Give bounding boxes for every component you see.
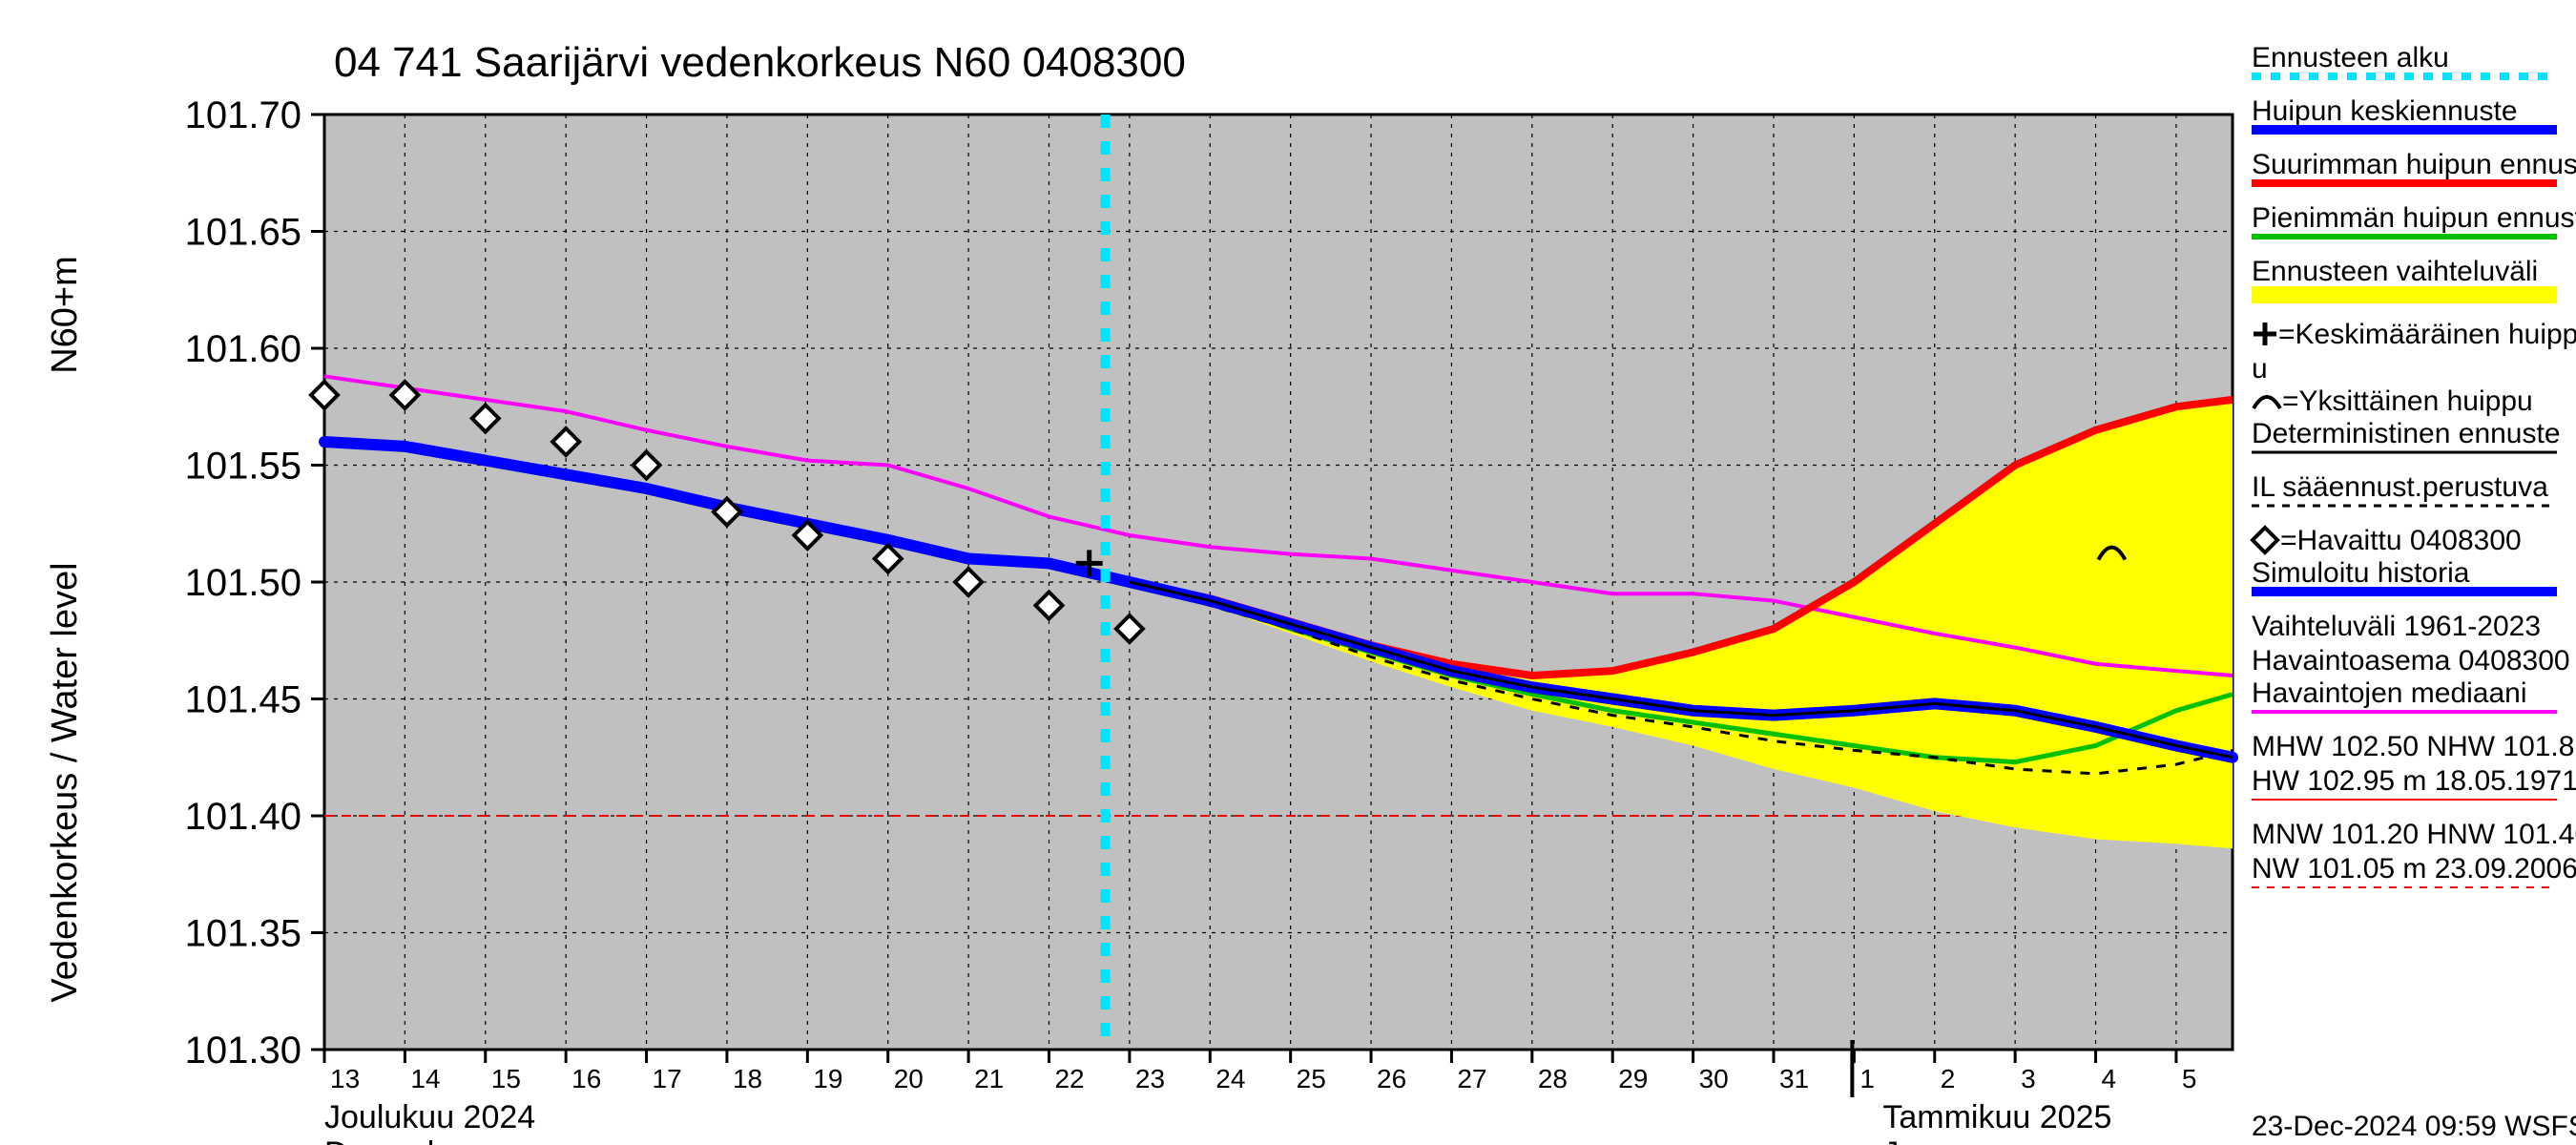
legend-swatch <box>2252 286 2557 303</box>
legend-label: Ennusteen vaihteluväli <box>2252 256 2538 287</box>
legend-label: Suurimman huipun ennuste <box>2252 149 2576 180</box>
xtick-label: 17 <box>653 1064 682 1093</box>
xtick-label: 3 <box>2021 1064 2036 1093</box>
legend-label: Deterministinen ennuste <box>2252 418 2561 449</box>
xtick-label: 21 <box>974 1064 1004 1093</box>
legend-item-deterministic: Deterministinen ennuste <box>2252 418 2561 452</box>
ytick-label: 101.60 <box>185 328 301 370</box>
legend-item-il: IL sääennust.perustuva <box>2252 471 2557 506</box>
xtick-label: 26 <box>1377 1064 1406 1093</box>
y-label-top: N60+m <box>45 256 85 374</box>
footer-timestamp: 23-Dec-2024 09:59 WSFS-O <box>2252 1111 2576 1142</box>
xtick-label: 28 <box>1538 1064 1568 1093</box>
xtick-label: 25 <box>1297 1064 1326 1093</box>
legend-label-2: HW 102.95 m 18.05.1971 <box>2252 765 2576 797</box>
xtick-label: 19 <box>813 1064 842 1093</box>
chart-title: 04 741 Saarijärvi vedenkorkeus N60 04083… <box>334 39 1186 86</box>
xtick-label: 31 <box>1779 1064 1809 1093</box>
legend-item-mnw: MNW 101.20 HNW 101.40NW 101.05 m 23.09.2… <box>2252 819 2576 887</box>
ytick-label: 101.55 <box>185 446 301 488</box>
x-month-fi-left: Joulukuu 2024 <box>324 1099 535 1135</box>
legend-label-2: Havaintoasema 0408300 <box>2252 645 2570 677</box>
xtick-label: 18 <box>733 1064 762 1093</box>
xtick-label: 13 <box>330 1064 360 1093</box>
xtick-label: 22 <box>1054 1064 1084 1093</box>
xtick-label: 4 <box>2102 1064 2117 1093</box>
legend-label: Huipun keskiennuste <box>2252 95 2518 127</box>
xtick-label: 24 <box>1215 1064 1245 1093</box>
xtick-label: 14 <box>410 1064 440 1093</box>
legend-label: =Yksittäinen huippu <box>2282 385 2533 417</box>
xtick-label: 5 <box>2182 1064 2197 1093</box>
legend-label: Ennusteen alku <box>2252 42 2449 73</box>
legend-item-mhw: MHW 102.50 NHW 101.87HW 102.95 m 18.05.1… <box>2252 731 2576 800</box>
xtick-label: 2 <box>1941 1064 1956 1093</box>
legend-label: Simuloitu historia <box>2252 557 2470 589</box>
ytick-label: 101.50 <box>185 562 301 604</box>
legend-label-2: NW 101.05 m 23.09.2006 <box>2252 853 2576 885</box>
legend-label: IL sääennust.perustuva <box>2252 471 2548 503</box>
legend-item-max_peak: Suurimman huipun ennuste <box>2252 149 2576 183</box>
xtick-label: 27 <box>1457 1064 1486 1093</box>
xtick-label: 23 <box>1135 1064 1165 1093</box>
x-month-fi-right: Tammikuu 2025 <box>1882 1099 2111 1135</box>
legend-label: Pienimmän huipun ennuste <box>2252 202 2576 234</box>
xtick-label: 1 <box>1859 1064 1875 1093</box>
legend-label-wrap: u <box>2252 353 2268 385</box>
ytick-label: 101.40 <box>185 796 301 838</box>
legend-item-min_peak: Pienimmän huipun ennuste <box>2252 202 2576 237</box>
ytick-label: 101.65 <box>185 212 301 254</box>
ytick-label: 101.30 <box>185 1030 301 1072</box>
x-month-en-left: December <box>324 1135 474 1145</box>
legend-label: =Keskimääräinen huippu <box>2278 319 2576 350</box>
ytick-label: 101.70 <box>185 94 301 136</box>
legend-label: MHW 102.50 NHW 101.87 <box>2252 731 2576 762</box>
legend-label: MNW 101.20 HNW 101.40 <box>2252 819 2576 850</box>
xtick-label: 29 <box>1618 1064 1648 1093</box>
legend-label: Havaintojen mediaani <box>2252 677 2527 709</box>
legend-item-observed: =Havaittu 0408300 <box>2253 525 2522 556</box>
legend-item-single_peak_sym: =Yksittäinen huippu <box>2254 385 2533 417</box>
ytick-label: 101.45 <box>185 679 301 721</box>
xtick-label: 15 <box>491 1064 521 1093</box>
ytick-label: 101.35 <box>185 913 301 955</box>
xtick-label: 30 <box>1699 1064 1729 1093</box>
xtick-label: 20 <box>894 1064 924 1093</box>
legend-item-median: Havaintojen mediaani <box>2252 677 2557 712</box>
x-month-en-right: January <box>1882 1135 1998 1145</box>
water-level-chart: 101.30 101.35 101.40 101.45 101.50 101.55 101.… <box>0 0 2576 1145</box>
legend-label: =Havaittu 0408300 <box>2280 525 2522 556</box>
xtick-label: 16 <box>571 1064 601 1093</box>
y-label-bottom: Vedenkorkeus / Water level <box>45 562 85 1002</box>
legend-label: Vaihteluväli 1961-2023 <box>2252 611 2541 642</box>
legend-item-range: Ennusteen vaihteluväli <box>2252 256 2557 303</box>
legend-item-mean_peak: Huipun keskiennuste <box>2252 95 2557 130</box>
